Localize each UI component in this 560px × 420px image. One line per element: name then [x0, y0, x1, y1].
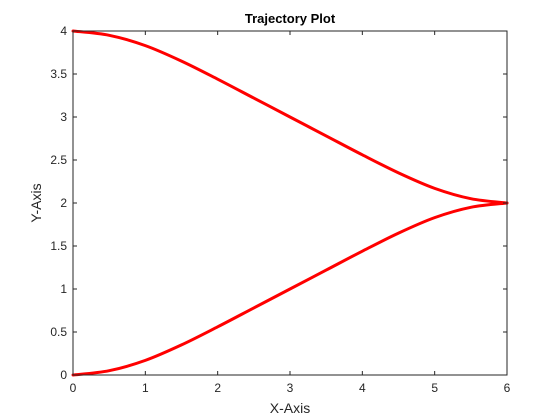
y-tick-label: 3 — [60, 110, 67, 124]
trajectory-line-1 — [71, 29, 509, 205]
y-axis-label: Y-Axis — [28, 183, 44, 222]
y-tick-label: 1.5 — [50, 239, 67, 253]
x-tick-label: 1 — [142, 381, 149, 395]
x-tick-label: 3 — [287, 381, 294, 395]
x-axis-label: X-Axis — [270, 400, 310, 416]
y-tick-label: 3.5 — [50, 67, 67, 81]
y-tick-label: 1 — [60, 282, 67, 296]
trajectory-line-2 — [71, 201, 509, 377]
x-tick-label: 6 — [504, 381, 511, 395]
series-layer — [71, 29, 509, 377]
y-tick-label: 2 — [60, 196, 67, 210]
y-tick-label: 4 — [60, 24, 67, 38]
x-tick-label: 5 — [431, 381, 438, 395]
y-tick-label: 0 — [60, 368, 67, 382]
y-tick-label: 0.5 — [50, 325, 67, 339]
x-tick-label: 4 — [359, 381, 366, 395]
y-tick-label: 2.5 — [50, 153, 67, 167]
chart-title: Trajectory Plot — [245, 11, 336, 26]
x-tick-label: 0 — [70, 381, 77, 395]
plot-area — [73, 31, 507, 375]
x-tick-label: 2 — [214, 381, 221, 395]
tick-layer: 0 1 2 3 4 5 6 0 0.5 1 1.5 2 2.5 3 3.5 4 — [50, 24, 510, 395]
